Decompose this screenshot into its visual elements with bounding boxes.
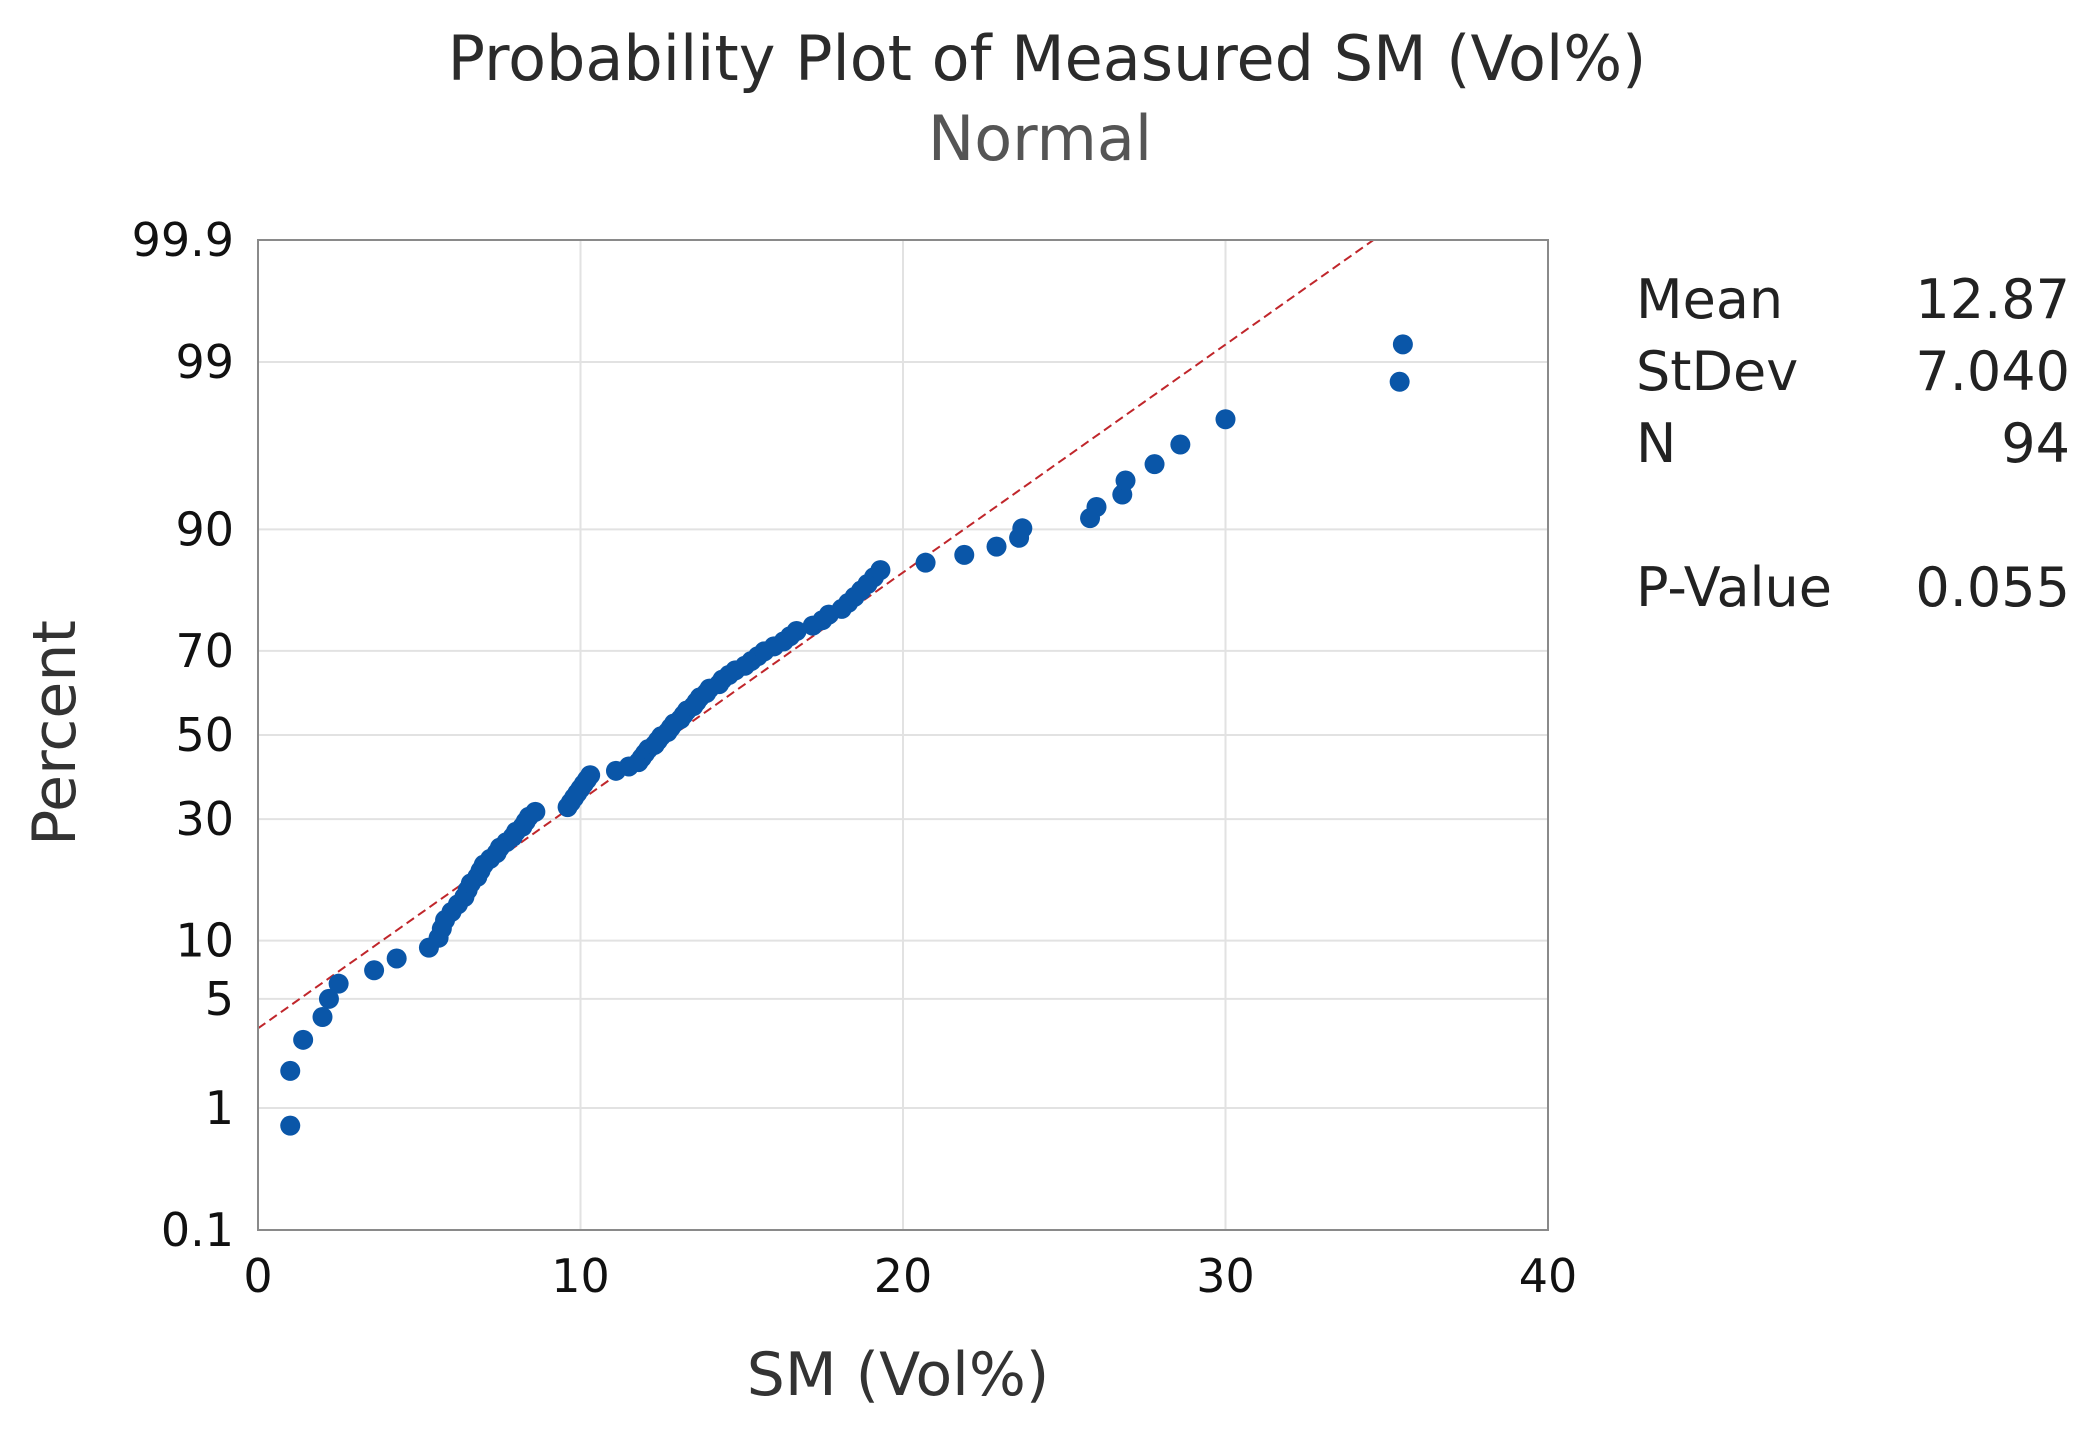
data-point xyxy=(280,1115,301,1136)
data-point xyxy=(1389,371,1410,392)
x-tick-label: 10 xyxy=(551,1249,610,1303)
data-points xyxy=(280,334,1413,1136)
stat-value: 0.055 xyxy=(1915,556,2070,619)
data-point xyxy=(328,973,349,994)
data-point xyxy=(580,765,601,786)
y-tick-label: 99.9 xyxy=(132,213,234,267)
chart-title: Probability Plot of Measured SM (Vol%) xyxy=(448,22,1647,95)
y-tick-label: 70 xyxy=(175,624,234,678)
data-point xyxy=(954,544,975,565)
y-tick-label: 0.1 xyxy=(161,1203,234,1257)
y-tick-label: 50 xyxy=(175,708,234,762)
stat-label: N xyxy=(1636,412,1676,475)
x-tick-labels: 0 10 20 30 40 xyxy=(243,1249,1577,1303)
gridlines xyxy=(257,239,1549,1231)
data-point xyxy=(364,960,385,981)
data-point xyxy=(786,621,807,642)
data-point xyxy=(915,552,936,573)
fit-line xyxy=(257,239,1374,1030)
data-point xyxy=(318,988,339,1009)
y-tick-label: 90 xyxy=(175,502,234,556)
y-tick-label: 1 xyxy=(205,1081,234,1135)
y-tick-labels: 0.1 1 510 30 50 70 90 99 99.9 xyxy=(132,213,234,1257)
x-tick-label: 20 xyxy=(874,1249,933,1303)
data-point xyxy=(1215,409,1236,430)
data-point xyxy=(1144,454,1165,475)
plot-frame xyxy=(257,239,1549,1231)
x-tick-label: 40 xyxy=(1519,1249,1578,1303)
data-point xyxy=(1392,334,1413,355)
data-point xyxy=(312,1006,333,1027)
x-tick-label: 0 xyxy=(243,1249,272,1303)
data-point xyxy=(1170,434,1191,455)
stat-value: 7.040 xyxy=(1915,340,2070,403)
y-tick-label: 5 xyxy=(205,972,234,1026)
x-tick-label: 30 xyxy=(1196,1249,1255,1303)
data-point xyxy=(386,948,407,969)
data-point xyxy=(293,1029,314,1050)
y-tick-label: 99 xyxy=(175,335,234,389)
x-axis-title: SM (Vol%) xyxy=(747,1340,1050,1410)
stat-value: 12.87 xyxy=(1915,268,2070,331)
data-point xyxy=(280,1060,301,1081)
chart-subtitle: Normal xyxy=(928,102,1152,175)
stats-table: Mean 12.87 StDev 7.040 N 94 P-Value 0.055 xyxy=(1636,268,2070,619)
stat-label: P-Value xyxy=(1636,556,1832,619)
data-point xyxy=(1012,518,1033,539)
stat-label: Mean xyxy=(1636,268,1783,331)
data-point xyxy=(1115,470,1136,491)
data-point xyxy=(525,801,546,822)
stat-label: StDev xyxy=(1636,340,1798,403)
fit-line-group xyxy=(257,239,1374,1030)
y-tick-label: 10 xyxy=(175,914,234,968)
stat-value: 94 xyxy=(2001,412,2070,475)
data-point xyxy=(870,560,891,581)
y-axis-title: Percent xyxy=(20,620,90,846)
data-point xyxy=(1086,497,1107,518)
y-tick-label: 30 xyxy=(175,792,234,846)
data-point xyxy=(986,536,1007,557)
